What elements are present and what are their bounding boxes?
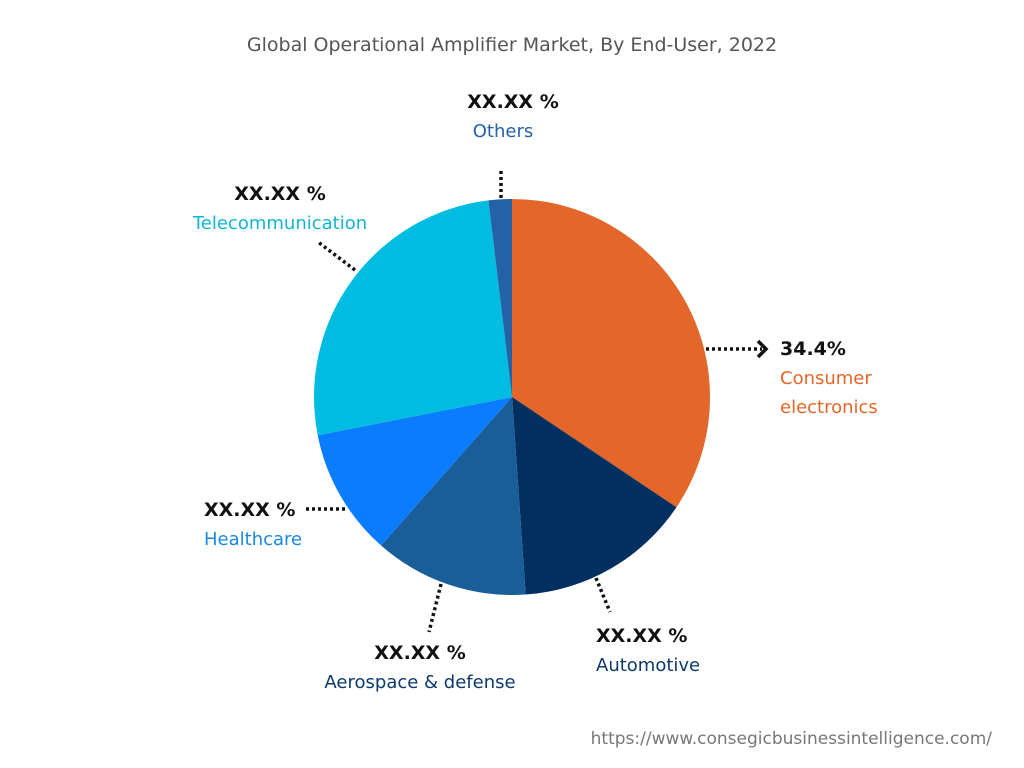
label-automotive: XX.XX % Automotive <box>596 622 700 680</box>
category-label: Consumer electronics <box>780 368 878 418</box>
label-telecommunication: XX.XX % Telecommunication <box>188 180 372 238</box>
category-label: Others <box>472 121 534 142</box>
source-url: https://www.consegicbusinessintelligence… <box>590 729 992 749</box>
value-label: XX.XX % <box>204 499 296 521</box>
value-label: XX.XX % <box>596 625 688 647</box>
value-label: XX.XX % <box>374 642 466 664</box>
label-healthcare: XX.XX % Healthcare <box>204 496 302 554</box>
leader-line <box>316 240 357 272</box>
category-label: Aerospace & defense <box>324 672 516 693</box>
category-label: Healthcare <box>204 529 303 550</box>
category-label: Automotive <box>596 655 701 676</box>
chart-title: Global Operational Amplifier Market, By … <box>246 34 778 56</box>
label-others: XX.XX % Others <box>463 88 563 146</box>
arrow-head-icon <box>756 339 769 359</box>
leader-line <box>594 577 612 613</box>
category-label: Telecommunication <box>192 213 368 234</box>
value-label: XX.XX % <box>467 91 559 113</box>
pie-slice-healthcare <box>317 397 512 546</box>
label-aerospace: XX.XX % Aerospace & defense <box>322 639 518 697</box>
leader-line <box>427 583 443 633</box>
value-label: 34.4% <box>780 338 846 360</box>
label-consumer-electronics: 34.4% Consumer electronics <box>780 335 900 422</box>
value-label: XX.XX % <box>234 183 326 205</box>
pie-slice-automotive <box>512 397 677 595</box>
pie-slice-others <box>488 199 512 397</box>
pie-slice-consumer-electronics <box>512 199 710 508</box>
pie-slice-aerospace-defense <box>381 397 526 596</box>
pie-slice-telecommunication <box>314 200 512 436</box>
